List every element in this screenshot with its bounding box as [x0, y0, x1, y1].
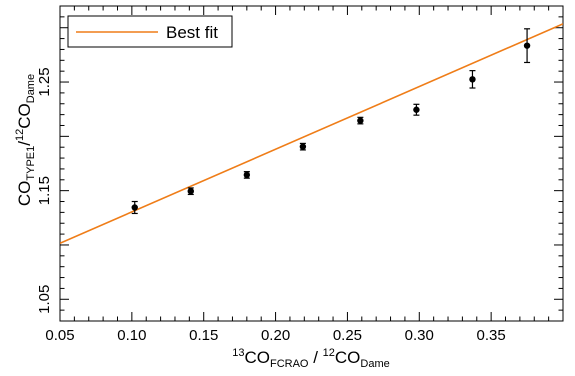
x-tick-label: 0.20 [261, 327, 290, 344]
y-tick-label: 1.05 [36, 285, 53, 314]
point-marker [523, 42, 531, 49]
data-point [299, 142, 307, 151]
best-fit-line [60, 23, 563, 245]
x-label-iso1: 13 [232, 347, 244, 359]
fit-layer [60, 23, 563, 245]
x-label-iso2: 12 [323, 347, 335, 359]
data-point [187, 187, 194, 196]
data-point [243, 171, 251, 179]
plot-frame [59, 5, 564, 322]
data-point [469, 70, 476, 89]
y-axis-label: COTYPE1/12CODame [14, 74, 37, 206]
data-point [413, 103, 420, 116]
legend: Best fit [67, 15, 233, 48]
point-marker [131, 204, 138, 211]
point-marker [413, 106, 420, 113]
x-label-sub1: FCRAO [270, 358, 309, 370]
y-label-slash: / [15, 141, 34, 146]
y-label-main2: CO [15, 103, 34, 129]
x-tick-label: 0.30 [405, 327, 434, 344]
data-point [131, 200, 138, 215]
point-marker [299, 143, 307, 150]
y-label-iso2: 12 [14, 129, 26, 141]
y-label-main1: CO [15, 181, 34, 207]
x-tick-label: 0.35 [477, 327, 506, 344]
data-point [523, 28, 531, 64]
point-marker [469, 76, 476, 83]
y-tick-label: 1.25 [36, 67, 53, 96]
x-tick-label: 0.15 [189, 327, 218, 344]
legend-label-best-fit: Best fit [166, 23, 218, 42]
x-label-sub2: Dame [360, 358, 389, 370]
x-tick-label: 0.25 [333, 327, 362, 344]
point-marker [187, 187, 194, 195]
axis-ticks: 0.05 0.10 0.15 0.20 0.25 0.30 0.35 1.05 1.15 1.25 [36, 5, 564, 344]
points-layer [131, 28, 531, 215]
y-label-sub1: TYPE1 [25, 146, 37, 181]
x-label-main2: CO [335, 348, 361, 367]
x-tick-label: 0.05 [45, 327, 74, 344]
x-label-sep: / [308, 348, 322, 367]
x-tick-label: 0.10 [117, 327, 146, 344]
point-marker [243, 171, 251, 179]
y-label-sub2: Dame [25, 74, 37, 103]
point-marker [357, 117, 364, 124]
x-axis-label: 13COFCRAO / 12CODame [232, 347, 390, 370]
y-tick-label: 1.15 [36, 176, 53, 205]
data-point [357, 116, 364, 125]
x-label-main1: CO [244, 348, 270, 367]
